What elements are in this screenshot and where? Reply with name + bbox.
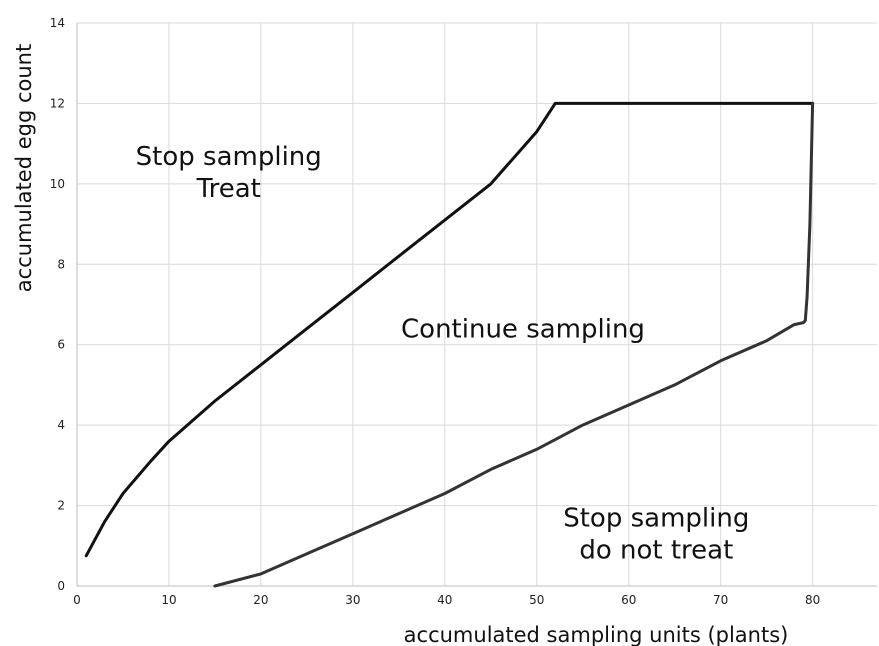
- y-tick-label-3: 6: [57, 338, 65, 352]
- y-tick-label-6: 12: [50, 96, 65, 110]
- x-axis-label: accumulated sampling units (plants): [404, 623, 789, 646]
- x-tick-label-7: 70: [713, 593, 728, 607]
- x-tick-label-3: 30: [345, 593, 360, 607]
- x-tick-label-1: 10: [161, 593, 176, 607]
- series-line-1: [213, 101, 815, 588]
- y-axis-label: accumulated egg count: [12, 44, 36, 292]
- y-tick-label-7: 14: [50, 16, 65, 30]
- y-tick-labels: 0 2 4 6 8 10 12 14: [50, 16, 65, 593]
- series-lines: [84, 101, 815, 588]
- x-tick-label-2: 20: [253, 593, 268, 607]
- x-tick-label-6: 60: [621, 593, 636, 607]
- series-line-0: [84, 101, 815, 558]
- y-tick-label-0: 0: [57, 579, 65, 593]
- y-tick-label-4: 8: [57, 257, 65, 271]
- y-tick-label-2: 4: [57, 418, 65, 432]
- x-tick-label-5: 50: [529, 593, 544, 607]
- x-tick-label-8: 80: [805, 593, 820, 607]
- region-label-0-line-0: Stop sampling: [136, 142, 322, 172]
- x-tick-labels: 0 10 20 30 40 50 60 70 80: [73, 593, 820, 607]
- region-label-2-line-1: do not treat: [579, 536, 733, 566]
- y-tick-label-1: 2: [57, 499, 65, 513]
- x-tick-label-0: 0: [73, 593, 81, 607]
- x-tick-label-4: 40: [437, 593, 452, 607]
- grid: [76, 22, 877, 587]
- region-label-2-line-0: Stop sampling: [563, 504, 749, 534]
- region-label-1-line-0: Continue sampling: [401, 315, 645, 345]
- y-tick-label-5: 10: [50, 177, 65, 191]
- region-label-0-line-1: Treat: [196, 174, 261, 204]
